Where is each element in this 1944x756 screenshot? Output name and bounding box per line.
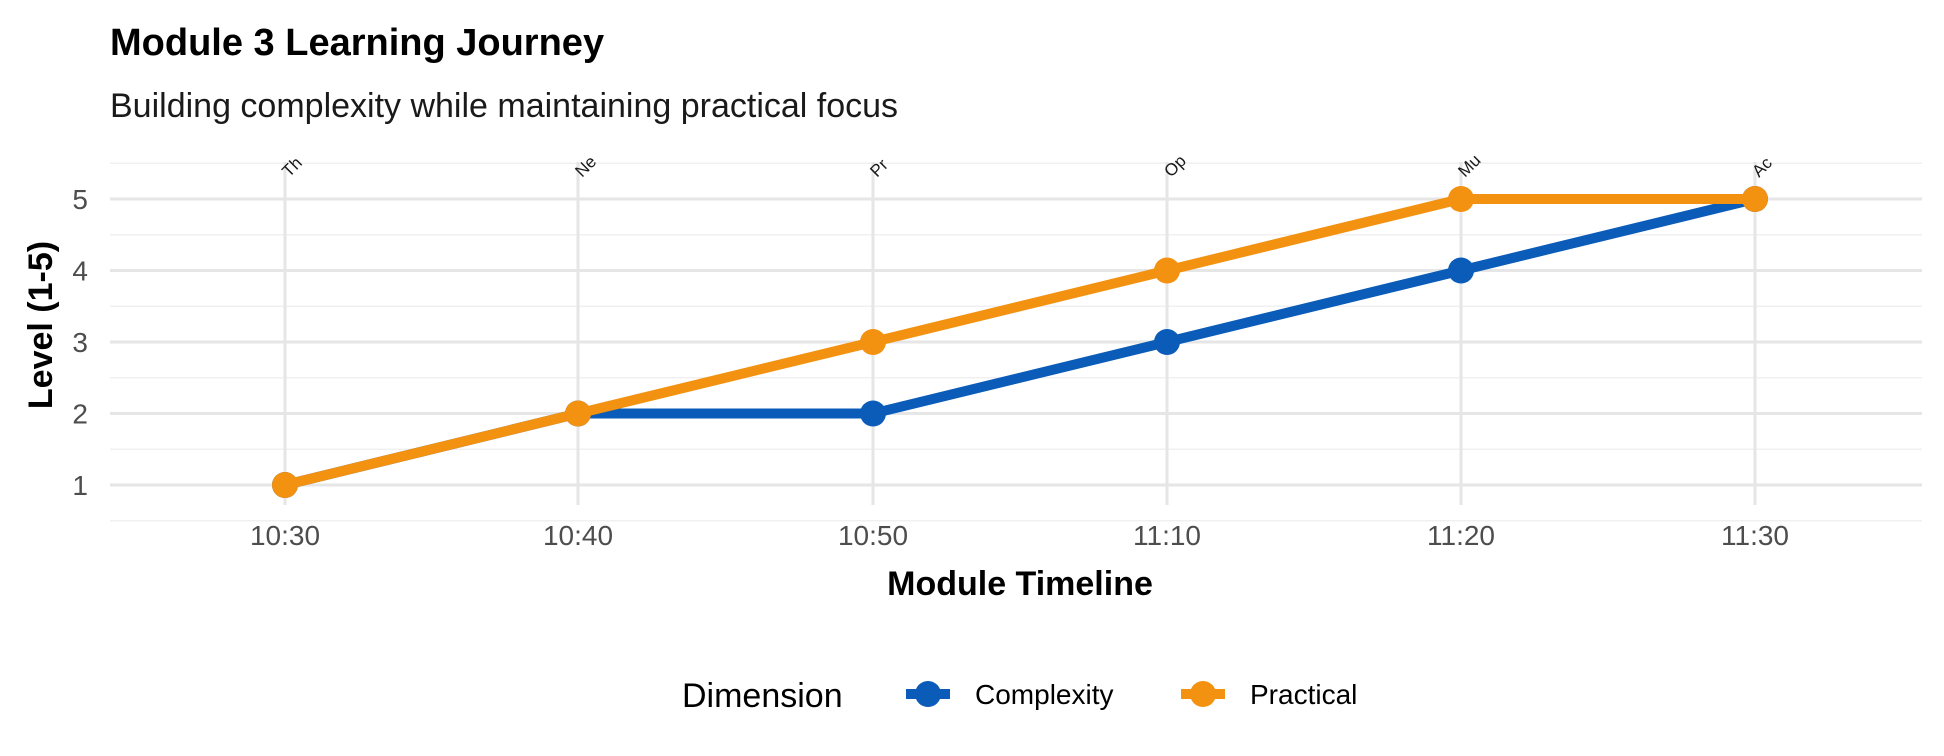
chart-title: Module 3 Learning Journey [110,22,604,64]
legend-label: Complexity [975,679,1113,710]
x-axis-title: Module Timeline [887,565,1153,603]
data-point-complexity [1154,329,1180,355]
y-axis-title: Level (1-5) [22,241,60,409]
legend: Dimension Complexity Practical [682,677,1357,715]
point-label: Th [278,153,305,180]
data-point-complexity [1448,257,1474,284]
point-label: Ac [1748,153,1776,181]
x-tick-label: 10:50 [838,520,908,551]
legend-title: Dimension [682,677,843,715]
x-tick-label: 11:30 [1721,520,1789,551]
data-point-practical [860,329,886,355]
x-tick-label: 10:40 [543,520,613,551]
axis-ticks: 1 2 3 4 5 10:30 10:40 10:50 11:10 11:20 11:30 [72,184,1789,551]
y-tick-label: 5 [72,184,88,215]
data-point-practical [1742,186,1768,212]
point-label: Op [1160,151,1189,180]
grid [110,162,1922,522]
y-tick-label: 2 [72,399,88,430]
series-line-practical [283,194,1755,490]
y-tick-label: 1 [72,470,88,501]
data-point-practical [1154,257,1180,284]
chart-subtitle: Building complexity while maintaining pr… [110,87,898,125]
point-labels: Th Ne Pr Op Mu Ac [278,151,1776,181]
x-tick-label: 10:30 [250,520,320,551]
data-point-practical [565,400,591,427]
y-tick-label: 4 [72,256,88,287]
data-point-practical [272,472,298,498]
point-label: Mu [1454,151,1484,181]
x-tick-label: 11:20 [1427,520,1495,551]
series-layer [272,186,1768,498]
legend-key-marker [1190,681,1216,707]
legend-key-marker [915,681,941,707]
point-label: Pr [866,155,892,181]
point-label: Ne [571,152,600,181]
x-tick-label: 11:10 [1133,520,1201,551]
legend-label: Practical [1250,679,1357,710]
y-tick-label: 3 [72,327,88,358]
data-point-practical [1448,186,1474,212]
data-point-complexity [860,400,886,427]
